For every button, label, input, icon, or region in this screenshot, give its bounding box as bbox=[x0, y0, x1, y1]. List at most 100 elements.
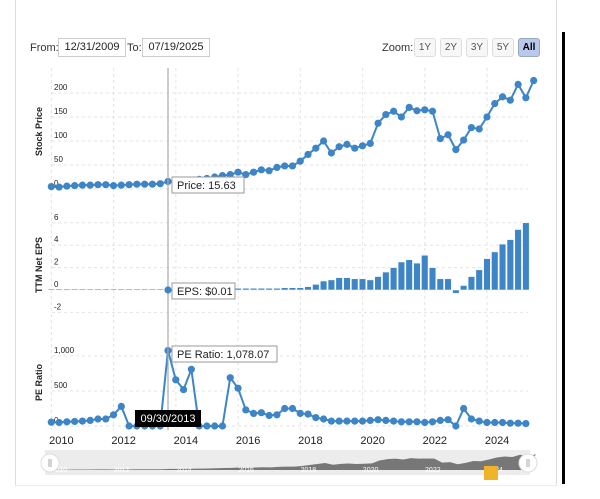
price-point bbox=[374, 119, 382, 127]
to-label: To: bbox=[127, 42, 142, 54]
eps-bar bbox=[125, 288, 133, 291]
eps-bar bbox=[109, 288, 118, 291]
date-tooltip-box bbox=[135, 410, 201, 427]
eps-bar bbox=[133, 288, 141, 291]
pe-point bbox=[63, 418, 71, 426]
navigator-tick-label: 2012 bbox=[114, 467, 130, 474]
price-point bbox=[428, 107, 437, 115]
pe-point bbox=[320, 415, 328, 423]
zoom-5y-button[interactable]: 5Y bbox=[492, 38, 514, 57]
y-tick-label: -2 bbox=[54, 302, 62, 311]
y-axis-title: TTM Net EPS bbox=[34, 237, 44, 293]
zoom-3y-button[interactable]: 3Y bbox=[466, 38, 488, 57]
price-point bbox=[522, 94, 530, 102]
navigator-tick-label: 2016 bbox=[238, 467, 254, 474]
pe-point bbox=[47, 418, 55, 426]
eps-bar bbox=[327, 279, 335, 291]
navigator-right-handle[interactable] bbox=[518, 453, 538, 473]
pe-point bbox=[273, 411, 281, 419]
navigator-tick-label: 2020 bbox=[363, 467, 379, 474]
pe-point bbox=[452, 422, 460, 430]
price-point bbox=[460, 136, 468, 144]
x-tick-label: 2012 bbox=[111, 435, 135, 447]
price-point bbox=[94, 181, 102, 189]
pe-tooltip: PE Ratio: 1,078.07 bbox=[171, 345, 278, 363]
price-point bbox=[475, 125, 483, 133]
pe-point bbox=[211, 422, 219, 430]
x-tick-label: 2020 bbox=[360, 435, 384, 447]
pe-point bbox=[483, 418, 491, 427]
from-date-input[interactable]: 12/31/2009 bbox=[58, 38, 126, 57]
chart-panel bbox=[15, 0, 557, 486]
pe-point bbox=[304, 410, 312, 418]
eps-bar bbox=[428, 267, 437, 291]
eps-bar bbox=[63, 288, 71, 291]
y-tick-label: 100 bbox=[54, 131, 68, 140]
price-point bbox=[405, 103, 413, 111]
eps-bar bbox=[452, 289, 460, 294]
eps-bar bbox=[390, 267, 398, 291]
pe-point bbox=[312, 414, 320, 422]
eps-bar bbox=[117, 288, 125, 291]
eps-bar bbox=[102, 288, 110, 291]
pe-point bbox=[475, 417, 483, 425]
pe-point bbox=[102, 415, 110, 423]
eps-bar bbox=[312, 284, 320, 291]
price-point bbox=[390, 107, 398, 115]
price-point bbox=[281, 162, 289, 170]
price-point bbox=[312, 144, 320, 152]
date-tooltip: 09/30/2013 bbox=[135, 410, 201, 427]
eps-bar bbox=[358, 278, 367, 291]
eps-bar bbox=[444, 278, 452, 291]
x-tick-label: 2022 bbox=[423, 435, 447, 447]
pe-point bbox=[249, 409, 258, 417]
to-date-input[interactable]: 07/19/2025 bbox=[142, 38, 210, 57]
eps-bar bbox=[335, 277, 343, 291]
pe-point bbox=[281, 404, 289, 413]
pe-point bbox=[374, 416, 382, 424]
y-tick-label: 150 bbox=[54, 107, 68, 116]
zoom-all-button[interactable]: All bbox=[518, 38, 540, 57]
price-point bbox=[467, 123, 476, 132]
price-point bbox=[366, 139, 374, 147]
eps-bar bbox=[86, 288, 94, 291]
watermark-logo-icon bbox=[484, 466, 498, 480]
zoom-2y-button[interactable]: 2Y bbox=[440, 38, 462, 57]
tooltip-box bbox=[171, 345, 278, 363]
range-toolbar: From: 12/31/2009 To: 07/19/2025 Zoom: 1Y… bbox=[30, 38, 540, 58]
eps-bar bbox=[374, 276, 382, 291]
eps-bar bbox=[506, 239, 514, 291]
pe-point bbox=[86, 416, 94, 424]
price-point bbox=[382, 111, 390, 119]
pe-point bbox=[187, 365, 195, 373]
price-point bbox=[530, 76, 538, 85]
pe-point bbox=[257, 409, 265, 417]
eps-bar bbox=[320, 280, 328, 291]
zoom-label: Zoom: bbox=[382, 42, 414, 54]
pe-point bbox=[343, 417, 351, 425]
eps-bar bbox=[257, 288, 265, 291]
zoom-1y-button[interactable]: 1Y bbox=[414, 38, 436, 57]
navigator-tick-label: 2014 bbox=[176, 467, 192, 474]
eps-bar bbox=[491, 251, 499, 291]
x-tick-label: 2024 bbox=[485, 435, 509, 447]
eps-bar bbox=[234, 288, 242, 291]
pe-point bbox=[460, 404, 468, 413]
y-tick-label: 200 bbox=[54, 83, 68, 92]
tooltip-text: Price: 15.63 bbox=[177, 180, 236, 192]
price-point bbox=[483, 113, 491, 121]
pe-point bbox=[498, 418, 507, 427]
eps-bar bbox=[351, 278, 359, 291]
navigator-left-handle[interactable] bbox=[40, 453, 60, 473]
pe-point bbox=[288, 404, 297, 413]
price-point bbox=[421, 106, 429, 114]
y-tick-label: 50 bbox=[54, 155, 63, 164]
pe-point bbox=[390, 417, 398, 425]
eps-bar bbox=[405, 259, 413, 291]
price-point bbox=[148, 180, 157, 188]
price-point bbox=[242, 171, 250, 179]
price-point bbox=[63, 182, 71, 190]
price-point bbox=[335, 143, 343, 151]
y-tick-label: 0 bbox=[54, 280, 59, 289]
